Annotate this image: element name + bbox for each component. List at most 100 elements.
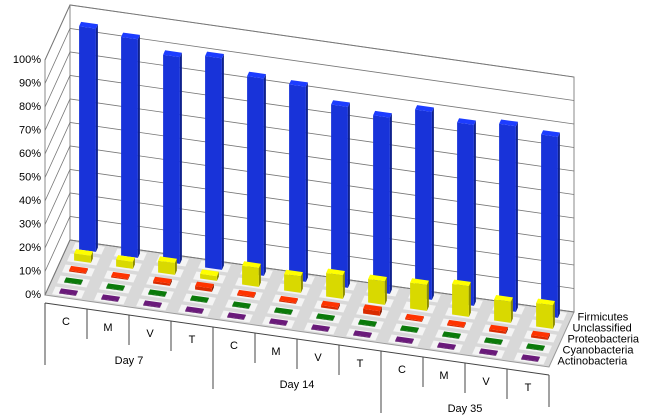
x-tick-label: T <box>189 334 196 346</box>
bar-front <box>237 294 254 298</box>
bar-top <box>541 130 560 137</box>
y-tick-label: 80% <box>19 101 41 113</box>
bar <box>400 325 419 333</box>
bar-top <box>247 71 266 79</box>
bar-side <box>369 332 372 338</box>
bar-top <box>111 271 130 279</box>
bar-side <box>253 292 256 298</box>
bar-front <box>269 322 286 326</box>
bar-top <box>358 319 377 327</box>
bar <box>316 313 335 321</box>
bar-front <box>158 260 175 275</box>
bar <box>541 130 560 318</box>
bar-side <box>500 339 503 345</box>
bar-side <box>468 281 471 317</box>
bar <box>353 330 372 338</box>
y-tick-label: 0% <box>25 289 41 301</box>
bar-front <box>316 317 333 321</box>
bar-side <box>117 296 120 302</box>
bar-top <box>106 283 125 291</box>
bar-top <box>242 261 261 269</box>
bar-side <box>458 333 461 339</box>
bar-side <box>179 52 182 264</box>
bar-side <box>285 320 288 326</box>
bar <box>489 324 508 334</box>
bar <box>205 51 224 270</box>
bar <box>185 306 204 314</box>
bar-side <box>248 303 251 309</box>
bar-side <box>243 314 246 320</box>
bar-side <box>211 284 214 292</box>
bar-front <box>232 305 249 309</box>
grid-line <box>44 98 575 172</box>
bar-side <box>80 279 83 285</box>
bar <box>153 276 172 286</box>
bar-top <box>116 255 135 262</box>
bar <box>437 342 456 350</box>
bar <box>395 336 414 344</box>
bar-front <box>284 274 301 293</box>
bar-side <box>263 74 266 276</box>
bar <box>457 118 476 306</box>
bar <box>232 301 251 309</box>
bar-side <box>132 257 135 269</box>
bar-side <box>327 326 330 332</box>
bar-front <box>457 122 474 306</box>
bar-side <box>505 327 508 334</box>
x-tick-label: M <box>103 322 112 334</box>
bar-side <box>557 132 560 318</box>
grid-line <box>44 4 575 78</box>
x-tick-label: T <box>525 382 532 394</box>
bar-top <box>321 300 340 308</box>
y-tick-label: 20% <box>19 242 41 254</box>
bar-front <box>106 287 123 291</box>
bar-side <box>332 315 335 321</box>
bar <box>200 269 219 281</box>
bar-side <box>431 107 434 300</box>
bar-side <box>75 290 78 296</box>
grid-line <box>44 28 575 101</box>
bar-side <box>122 285 125 291</box>
bar <box>237 289 256 298</box>
bar-front <box>499 123 516 312</box>
bar-top <box>284 269 303 277</box>
bar <box>121 32 140 258</box>
group-label: Day 14 <box>280 379 315 391</box>
series-label: Actinobacteria <box>558 355 629 367</box>
bar-side <box>463 322 466 328</box>
y-tick-label: 70% <box>19 124 41 136</box>
bar-top <box>363 304 382 312</box>
grid-line <box>44 51 575 125</box>
bar-side <box>537 356 540 362</box>
bar-side <box>473 120 476 306</box>
bar <box>158 256 177 275</box>
bar-front <box>373 115 390 294</box>
bar <box>331 100 350 288</box>
bar <box>526 343 545 351</box>
bar-top <box>437 342 456 350</box>
bar-top <box>531 330 550 338</box>
bar-front <box>111 276 128 280</box>
bar <box>284 269 303 293</box>
bar-side <box>374 321 377 327</box>
grid-line <box>44 239 575 313</box>
bar-top <box>205 51 224 59</box>
bar-side <box>169 279 172 286</box>
bar <box>321 300 340 310</box>
bar-front <box>242 265 259 287</box>
bar-top <box>143 300 162 308</box>
bar-side <box>453 344 456 350</box>
bar-top <box>274 307 293 315</box>
bar <box>190 295 209 303</box>
bar <box>242 261 261 287</box>
bar-top <box>457 118 476 125</box>
bar-side <box>552 301 555 329</box>
x-tick-label: M <box>439 370 448 382</box>
bar-side <box>379 306 382 316</box>
bar-side <box>85 268 88 274</box>
bar-front <box>153 281 170 286</box>
bar <box>69 265 88 274</box>
bar-front <box>74 253 91 263</box>
x-tick-label: C <box>230 340 238 352</box>
bar <box>494 295 513 323</box>
